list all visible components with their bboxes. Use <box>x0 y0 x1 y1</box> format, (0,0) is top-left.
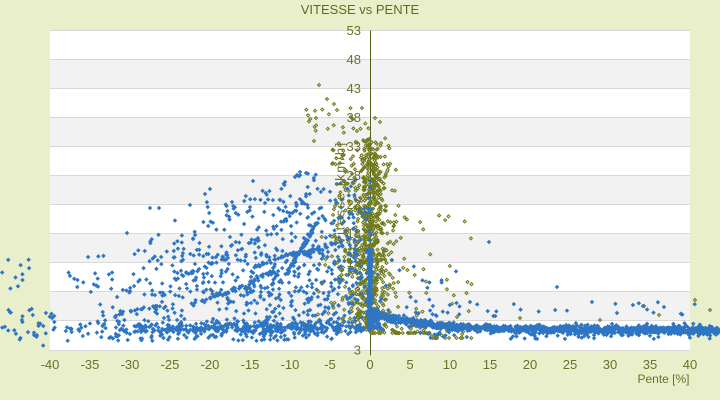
svg-text:8: 8 <box>354 284 361 299</box>
svg-text:3: 3 <box>354 343 361 358</box>
svg-text:23: 23 <box>347 197 361 212</box>
svg-text:-5: -5 <box>324 357 336 372</box>
svg-text:35: 35 <box>643 357 657 372</box>
svg-text:48: 48 <box>347 52 361 67</box>
svg-text:VITESSE vs PENTE: VITESSE vs PENTE <box>301 2 420 17</box>
svg-text:Vitesse [km/h]: Vitesse [km/h] <box>333 141 348 245</box>
svg-text:30: 30 <box>603 357 617 372</box>
svg-text:38: 38 <box>347 110 361 125</box>
svg-text:3: 3 <box>354 313 361 328</box>
svg-text:43: 43 <box>347 81 361 96</box>
svg-text:25: 25 <box>563 357 577 372</box>
svg-text:-15: -15 <box>241 357 260 372</box>
svg-text:5: 5 <box>406 357 413 372</box>
svg-text:-10: -10 <box>281 357 300 372</box>
svg-text:53: 53 <box>347 23 361 38</box>
svg-text:-20: -20 <box>201 357 220 372</box>
svg-text:-35: -35 <box>81 357 100 372</box>
svg-text:10: 10 <box>443 357 457 372</box>
svg-text:28: 28 <box>347 168 361 183</box>
svg-text:0: 0 <box>366 357 373 372</box>
svg-text:-40: -40 <box>41 357 60 372</box>
svg-text:-25: -25 <box>161 357 180 372</box>
svg-text:13: 13 <box>347 255 361 270</box>
svg-text:15: 15 <box>483 357 497 372</box>
svg-text:Pente [%]: Pente [%] <box>637 372 689 386</box>
svg-text:40: 40 <box>683 357 697 372</box>
svg-text:20: 20 <box>523 357 537 372</box>
svg-text:33: 33 <box>347 139 361 154</box>
svg-text:18: 18 <box>347 226 361 241</box>
svg-text:-30: -30 <box>121 357 140 372</box>
